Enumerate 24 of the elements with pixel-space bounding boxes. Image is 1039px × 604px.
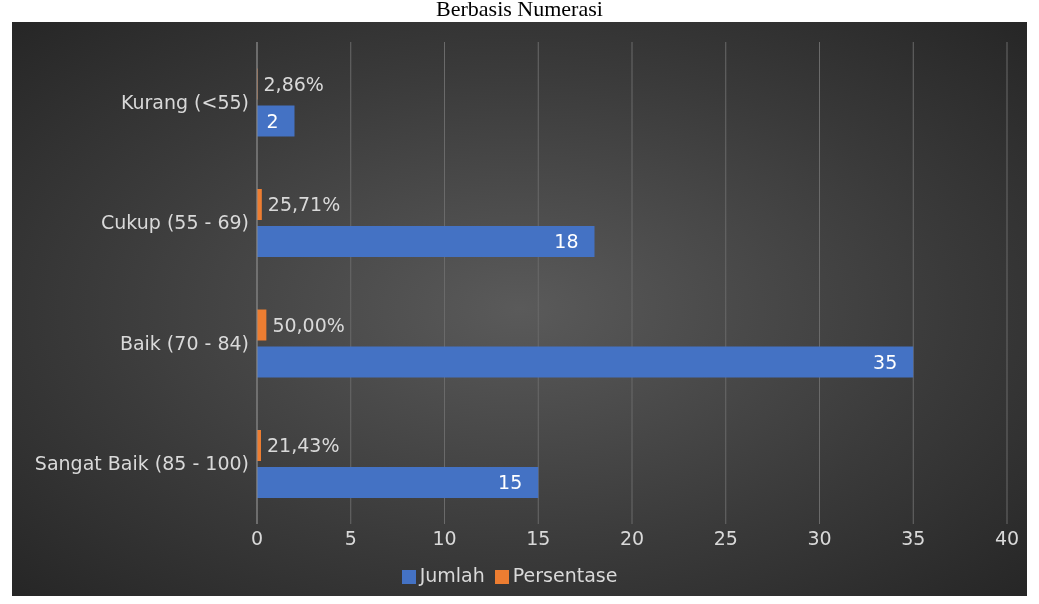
y-tick-label: Cukup (55 - 69) bbox=[101, 211, 249, 234]
y-tick-label: Sangat Baik (85 - 100) bbox=[34, 452, 249, 475]
data-label: 50,00% bbox=[272, 313, 345, 336]
x-tick-label: 15 bbox=[526, 527, 551, 550]
data-label: 35 bbox=[873, 350, 898, 373]
x-tick-label: 5 bbox=[344, 527, 357, 550]
y-tick-label: Baik (70 - 84) bbox=[119, 331, 249, 354]
chart-title: Berbasis Numerasi bbox=[435, 0, 604, 22]
data-label: 2,86% bbox=[263, 72, 324, 95]
data-label: 15 bbox=[498, 471, 523, 494]
data-label: 21,43% bbox=[267, 434, 340, 457]
x-tick-label: 10 bbox=[432, 527, 457, 550]
y-tick-label: Kurang (<55) bbox=[120, 91, 249, 113]
x-tick-label: 30 bbox=[807, 527, 832, 550]
legend-label: Persentase bbox=[512, 564, 618, 586]
data-label: 25,71% bbox=[267, 193, 341, 216]
data-label: 18 bbox=[554, 230, 579, 253]
x-tick-label: 0 bbox=[250, 527, 264, 550]
x-tick-label: 25 bbox=[713, 527, 738, 550]
x-tick-label: 35 bbox=[901, 527, 926, 550]
legend-label: Jumlah bbox=[419, 564, 485, 586]
data-label: 2 bbox=[266, 109, 279, 132]
x-tick-label: 40 bbox=[994, 527, 1020, 550]
x-tick-label: 20 bbox=[619, 527, 645, 550]
